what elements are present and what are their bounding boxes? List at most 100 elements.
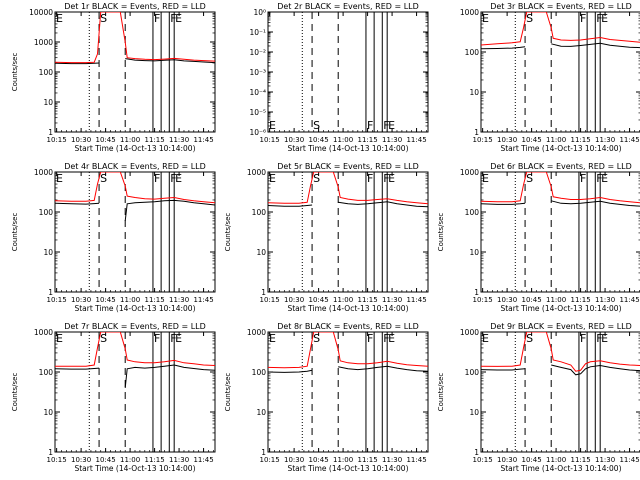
x-axis-label: Start Time (14-Oct-13 10:14:00) [287,464,408,473]
series-events [551,364,640,376]
y-tick-label: 1 [474,448,479,457]
x-axis-label: Start Time (14-Oct-13 10:14:00) [500,304,621,313]
series-events [55,62,100,65]
y-tick-label: 1000 [460,328,479,337]
y-tick-label: 10⁻³ [249,68,266,77]
event-marker-label: F [580,332,586,345]
event-marker-label: E [56,332,63,345]
event-marker-label: F [596,12,602,25]
x-tick-label: 11:45 [406,296,426,304]
y-tick-label: 10 [469,248,479,257]
y-tick-label: 10 [256,408,266,417]
series-events [125,58,215,64]
x-axis-label: Start Time (14-Oct-13 10:14:00) [287,144,408,153]
x-axis-label: Start Time (14-Oct-13 10:14:00) [74,304,195,313]
plot-frame [54,171,216,293]
y-axis-label: Counts/sec [437,373,445,412]
event-marker-label: E [269,172,276,185]
series-events [551,42,640,49]
event-marker-label: E [175,12,182,25]
y-tick-label: 10 [43,98,53,107]
x-tick-label: 11:30 [169,136,189,144]
panel-8: Det 8r BLACK = Events, RED = LLD 10:15 10:… [224,322,429,473]
series-lld [481,332,640,372]
event-marker-label: E [601,332,608,345]
x-axis-label: Start Time (14-Oct-13 10:14:00) [74,144,195,153]
event-marker-label: F [580,172,586,185]
x-tick-label: 10:30 [497,296,517,304]
x-tick-label: 11:45 [193,136,213,144]
panel-1: Det 1r BLACK = Events, RED = LLD 10:15 10:… [11,2,216,153]
x-tick-label: 11:15 [570,136,590,144]
plot-frame [267,331,429,453]
series-lld [55,12,215,64]
event-marker-label: F [154,172,160,185]
x-tick-label: 10:15 [260,136,280,144]
panel-title: Det 3r BLACK = Events, RED = LLD [490,2,632,11]
y-tick-label: 10⁻⁵ [249,108,266,117]
x-tick-label: 11:15 [144,296,164,304]
x-axis-label: Start Time (14-Oct-13 10:14:00) [74,464,195,473]
series-lld [55,332,215,367]
y-axis-label: Counts/sec [224,213,232,252]
panel-title: Det 8r BLACK = Events, RED = LLD [277,322,419,331]
y-axis-label: Counts/sec [11,213,19,252]
series-events [55,367,100,370]
series-events [268,204,313,207]
y-tick-label: 100 [252,208,267,217]
plot-frame [54,11,216,133]
panel-title: Det 2r BLACK = Events, RED = LLD [277,2,419,11]
event-marker-label: E [269,119,276,132]
y-tick-label: 1000 [247,328,266,337]
y-axis-label: Counts/sec [11,373,19,412]
event-marker-label: F [596,172,602,185]
x-tick-label: 10:45 [96,136,116,144]
y-tick-label: 1 [48,128,53,137]
event-marker-label: E [482,332,489,345]
event-marker-label: F [367,332,373,345]
series-events [124,199,215,221]
x-tick-label: 10:30 [497,136,517,144]
y-tick-label: 10⁻⁶ [249,128,266,137]
x-tick-label: 11:30 [382,456,402,464]
x-tick-label: 11:00 [546,456,566,464]
y-tick-label: 10 [469,88,479,97]
x-tick-label: 10:15 [473,456,493,464]
event-marker-label: S [526,172,533,185]
x-tick-label: 11:45 [193,456,213,464]
series-lld [481,172,640,204]
x-tick-label: 11:00 [546,296,566,304]
series-events [481,368,526,371]
x-tick-label: 10:30 [284,296,304,304]
y-tick-label: 1 [48,448,53,457]
x-tick-label: 10:15 [473,136,493,144]
y-tick-label: 10000 [29,8,53,17]
x-tick-label: 10:15 [260,296,280,304]
event-marker-label: E [601,172,608,185]
x-tick-label: 10:15 [47,296,67,304]
x-tick-label: 11:45 [619,456,639,464]
x-tick-label: 11:45 [193,296,213,304]
plot-frame [480,331,640,453]
x-tick-label: 11:00 [546,136,566,144]
y-tick-label: 1 [261,288,266,297]
event-marker-label: S [526,332,533,345]
series-events [338,201,428,208]
y-tick-label: 1 [48,288,53,297]
y-tick-label: 1 [261,448,266,457]
x-tick-label: 11:15 [357,456,377,464]
panel-4: Det 4r BLACK = Events, RED = LLD 10:15 10:… [11,162,216,313]
plot-frame [267,171,429,293]
x-tick-label: 10:45 [309,296,329,304]
event-marker-label: E [388,172,395,185]
event-marker-label: S [100,12,107,25]
x-tick-label: 11:00 [333,136,353,144]
x-tick-label: 11:00 [333,296,353,304]
event-marker-label: E [175,172,182,185]
y-tick-label: 1000 [247,168,266,177]
y-tick-label: 10⁻⁴ [249,88,266,97]
event-marker-label: F [154,12,160,25]
x-tick-label: 11:15 [144,456,164,464]
event-marker-label: F [367,172,373,185]
